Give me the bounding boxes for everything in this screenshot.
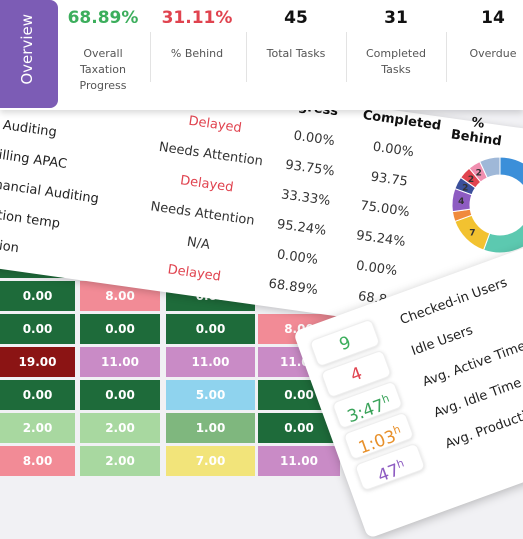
donut-label: 7 [469,229,475,239]
heat-cell: 0.00 [0,314,75,344]
heat-cell: 0.00 [0,281,75,311]
task-progress: 0.00% [275,247,319,268]
heat-cell: 0.00 [166,314,255,344]
heat-cell: 0.00 [80,380,160,410]
donut-label: 2 [476,168,482,178]
heat-cell: 2.00 [0,413,75,443]
kpi-label: Total Tasks [266,47,326,60]
separator [446,32,447,82]
separator [346,32,347,82]
heat-cell: 7.00 [166,446,255,476]
donut-label: 4 [458,197,464,207]
donut-segment [499,156,523,225]
kpi-value: 45 [284,8,308,28]
heat-cell: 0.00 [0,380,75,410]
overview-tab[interactable]: Overview [0,0,58,108]
donut-chart: 222 4 7 [418,150,523,270]
task-status: Delayed [166,262,222,285]
heat-cell: 19.00 [0,347,75,377]
kpi-label: % Behind [170,47,224,60]
heat-cell: 2.00 [80,446,160,476]
stat-label: Idle Users [409,322,475,360]
heat-cell: 0.00 [80,314,160,344]
donut-label: 2 [468,175,474,185]
column-header: % Behind [449,115,503,150]
heat-cell: 1.00 [166,413,255,443]
task-status: Needs Attention [149,199,256,229]
task-progress: 0.00% [292,128,336,150]
donut-label: 2 [462,183,468,193]
heat-cell: 2.00 [80,413,160,443]
task-status: Delayed [179,173,235,196]
kpi-value: 68.89% [67,8,139,28]
kpi-value: 31 [384,8,408,28]
kpi-label: Overdue [469,47,517,60]
kpi-label: Overall Taxation Progress [79,47,127,92]
task-progress: 95.24% [275,217,328,239]
kpi-bar: Overview 68.89% Overall Taxation Progress… [0,0,523,110]
task-status: Delayed [187,113,243,137]
stat-value: 4 [347,363,365,387]
stat-value: 9 [336,332,354,356]
heat-cell: 11.00 [166,347,255,377]
separator [150,32,151,82]
task-progress: 93.75% [284,157,336,180]
heat-cell: 5.00 [166,380,255,410]
kpi-value: 31.11% [161,8,233,28]
task-progress: 33.33% [280,187,332,210]
task-status: Needs Attention [157,139,264,170]
donut-segment [479,156,501,179]
heat-cell: 11.00 [258,446,340,476]
kpi-value: 14 [481,8,505,28]
task-progress: 68.89% [267,276,319,299]
heat-cell: 11.00 [80,347,160,377]
overview-label: Overview [18,14,36,85]
task-completed: 0.00% [355,258,399,280]
separator [246,32,247,82]
heat-cell: 8.00 [0,446,75,476]
kpi-label: Completed Tasks [366,47,426,76]
task-status: N/A [185,234,211,253]
